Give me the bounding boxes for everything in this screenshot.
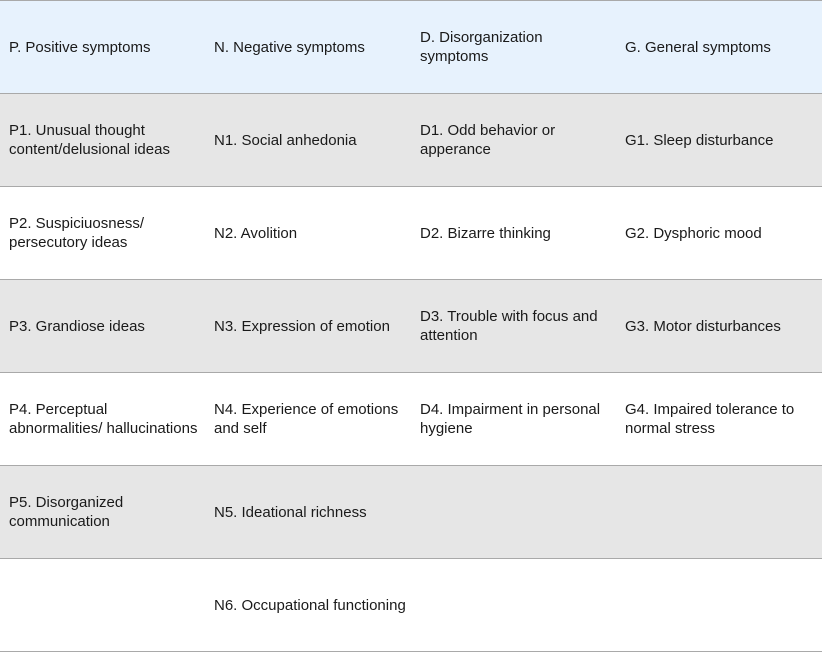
table-cell: N1. Social anhedonia [205,93,411,187]
table-row: N6. Occupational functioning [0,558,822,652]
table-cell: G2. Dysphoric mood [616,186,822,280]
table-cell: G1. Sleep disturbance [616,93,822,187]
table-cell: P3. Grandiose ideas [0,279,205,373]
header-negative-symptoms: N. Negative symptoms [205,0,411,94]
table-cell [616,558,822,652]
table-cell: D4. Impairment in personal hygiene [411,372,616,466]
table-cell: G4. Impaired tolerance to normal stress [616,372,822,466]
table-cell: D2. Bizarre thinking [411,186,616,280]
table-cell [411,558,616,652]
table-row: P4. Perceptual abnormalities/ hallucinat… [0,372,822,466]
table-cell: N5. Ideational richness [205,465,411,559]
table-cell: D3. Trouble with focus and attention [411,279,616,373]
table-cell: G3. Motor disturbances [616,279,822,373]
table-row: P1. Unusual thought content/delusional i… [0,93,822,187]
header-row: P. Positive symptoms N. Negative symptom… [0,0,822,94]
header-disorganization-symptoms: D. Disorganization symptoms [411,0,616,94]
header-positive-symptoms: P. Positive symptoms [0,0,205,94]
table-cell [616,465,822,559]
table-cell: D1. Odd behavior or apperance [411,93,616,187]
table-cell: N2. Avolition [205,186,411,280]
table-cell: N6. Occupational functioning [205,558,411,652]
table-cell: P4. Perceptual abnormalities/ hallucinat… [0,372,205,466]
table-row: P2. Suspiciuosness/ persecutory ideas N2… [0,186,822,280]
table-cell: P2. Suspiciuosness/ persecutory ideas [0,186,205,280]
table-cell: N3. Expression of emotion [205,279,411,373]
table-cell [0,558,205,652]
table-cell: P1. Unusual thought content/delusional i… [0,93,205,187]
table-cell: N4. Experience of emotions and self [205,372,411,466]
table-row: P5. Disorganized communication N5. Ideat… [0,465,822,559]
table-row: P3. Grandiose ideas N3. Expression of em… [0,279,822,373]
header-general-symptoms: G. General symptoms [616,0,822,94]
table-cell: P5. Disorganized communication [0,465,205,559]
table-cell [411,465,616,559]
